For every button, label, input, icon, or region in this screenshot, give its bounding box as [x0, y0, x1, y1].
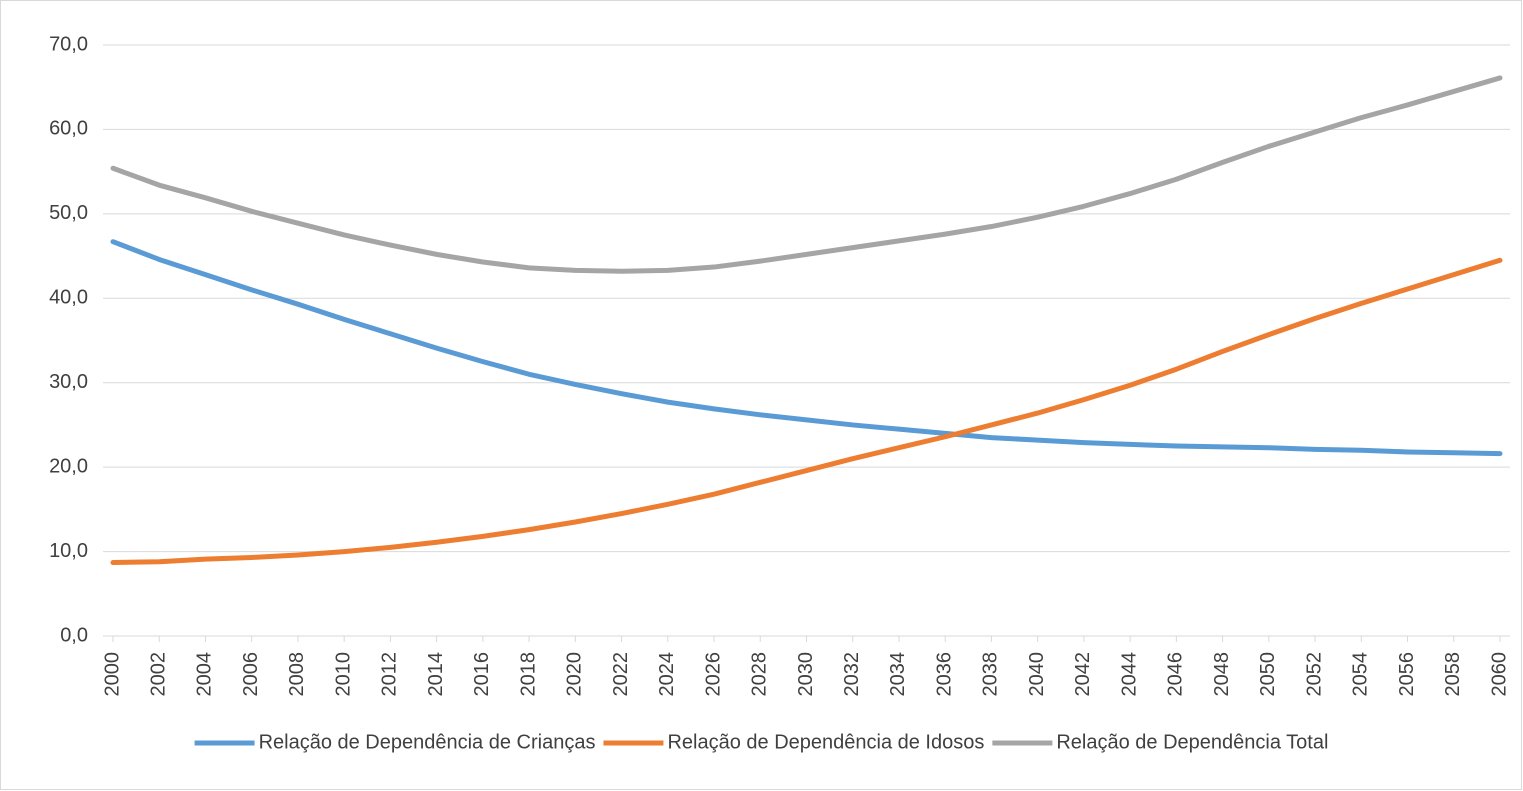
- legend-label: Relação de Dependência de Crianças: [259, 731, 596, 753]
- x-tick-label: 2020: [564, 652, 586, 697]
- legend-label: Relação de Dependência de Idosos: [667, 731, 984, 753]
- series-line: [110, 75, 1503, 274]
- x-tick-label: 2028: [749, 652, 771, 697]
- x-tick-label: 2048: [1211, 652, 1233, 697]
- y-tick-label: 70,0: [49, 33, 88, 55]
- legend: Relação de Dependência de Crianças Relaçã…: [194, 731, 1328, 753]
- y-tick-label: 30,0: [49, 371, 88, 393]
- x-tick-label: 2052: [1303, 652, 1325, 697]
- x-tick-label: 2040: [1026, 652, 1048, 697]
- x-tick-label: 2006: [240, 652, 262, 697]
- series-line: [110, 239, 1503, 457]
- x-tick-label: 2036: [933, 652, 955, 697]
- x-tick-label: 2024: [656, 652, 678, 697]
- x-tick-label: 2008: [286, 652, 308, 697]
- x-tick-label: 2026: [702, 652, 724, 697]
- x-tick-label: 2060: [1488, 652, 1510, 697]
- x-tick-label: 2054: [1350, 652, 1372, 697]
- x-tick-label: 2022: [610, 652, 632, 697]
- x-tick-label: 2016: [471, 652, 493, 697]
- y-tick-label: 0,0: [60, 624, 88, 646]
- series-line: [110, 257, 1503, 566]
- x-tick-label: 2046: [1165, 652, 1187, 697]
- x-tick-label: 2042: [1072, 652, 1094, 697]
- x-tick-label: 2010: [332, 652, 354, 697]
- x-tick-label: 2004: [194, 652, 216, 697]
- x-tick-label: 2044: [1118, 652, 1140, 697]
- x-tick-label: 2032: [841, 652, 863, 697]
- y-tick-label: 50,0: [49, 202, 88, 224]
- x-tick-label: 2058: [1442, 652, 1464, 697]
- legend-label: Relação de Dependência Total: [1056, 731, 1328, 753]
- x-tick-label: 2014: [425, 652, 447, 697]
- x-tick-label: 2038: [980, 652, 1002, 697]
- y-tick-label: 20,0: [49, 455, 88, 477]
- x-tick-label: 2034: [887, 652, 909, 697]
- x-tick-label: 2030: [795, 652, 817, 697]
- y-tick-label: 10,0: [49, 540, 88, 562]
- y-tick-label: 40,0: [49, 287, 88, 309]
- x-tick-label: 2012: [379, 652, 401, 697]
- x-tick-label: 2000: [101, 652, 123, 697]
- x-tick-label: 2018: [517, 652, 539, 697]
- y-tick-label: 60,0: [49, 118, 88, 140]
- x-tick-label: 2050: [1257, 652, 1279, 697]
- x-tick-label: 2056: [1396, 652, 1418, 697]
- x-tick-label: 2002: [148, 652, 170, 697]
